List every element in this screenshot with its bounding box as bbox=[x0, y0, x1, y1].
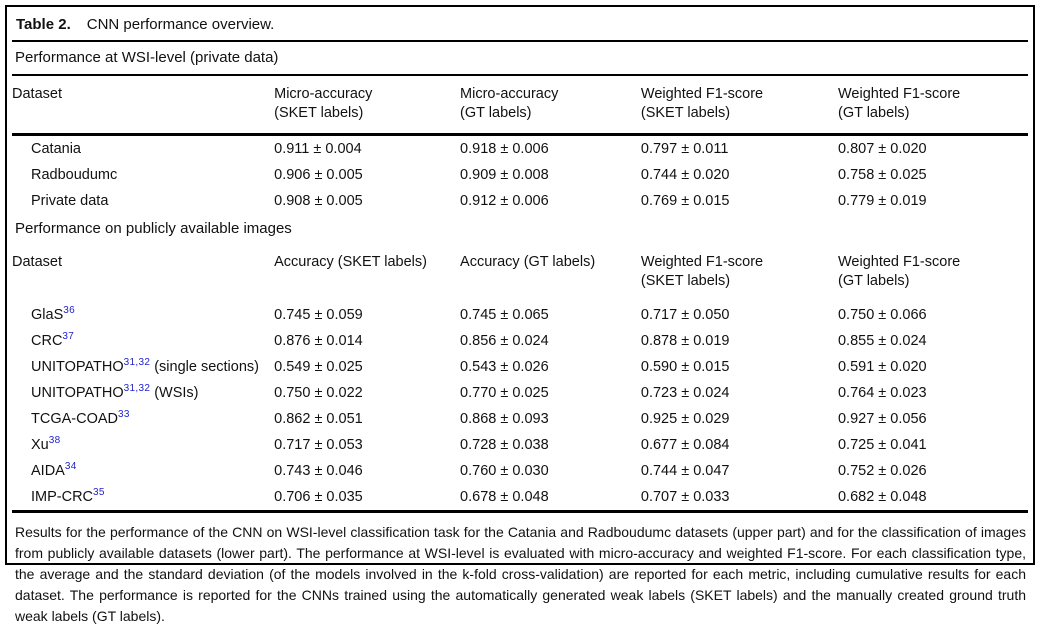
header-row-public: Dataset Accuracy (SKET labels) Accuracy … bbox=[12, 244, 1028, 301]
value-cell: 0.908 ± 0.005 bbox=[274, 193, 363, 210]
value-cell: 0.909 ± 0.008 bbox=[460, 167, 549, 184]
performance-table: Dataset Micro-accuracy (SKET labels) Micr… bbox=[12, 76, 1028, 513]
citation-link[interactable]: 36 bbox=[63, 304, 75, 316]
dataset-cell: GlaS36 bbox=[31, 304, 75, 323]
value-cell: 0.677 ± 0.084 bbox=[640, 436, 730, 453]
column-header: Weighted F1-score (GT labels) bbox=[837, 254, 961, 290]
table-row: UNITOPATHO31,32 (single sections) 0.549 … bbox=[12, 354, 1028, 380]
value-cell: 0.725 ± 0.041 bbox=[837, 436, 927, 453]
value-cell: 0.682 ± 0.048 bbox=[837, 488, 927, 505]
value-cell: 0.855 ± 0.024 bbox=[837, 332, 927, 349]
value-cell: 0.590 ± 0.015 bbox=[640, 358, 730, 375]
value-cell: 0.797 ± 0.011 bbox=[640, 141, 729, 158]
citation-link[interactable]: 38 bbox=[48, 434, 61, 446]
value-cell: 0.678 ± 0.048 bbox=[460, 488, 549, 505]
table-2-container: Table 2. CNN performance overview. Perfor… bbox=[5, 5, 1035, 624]
section-heading-private: Performance at WSI-level (private data) bbox=[12, 42, 1028, 76]
table-row: CRC37 0.876 ± 0.014 0.856 ± 0.024 0.878 … bbox=[12, 328, 1028, 354]
value-cell: 0.706 ± 0.035 bbox=[274, 488, 363, 505]
table-number: Table 2. bbox=[16, 16, 71, 33]
value-cell: 0.543 ± 0.026 bbox=[460, 358, 549, 375]
value-cell: 0.764 ± 0.023 bbox=[837, 384, 927, 401]
value-cell: 0.717 ± 0.050 bbox=[640, 306, 730, 323]
dataset-cell: Xu38 bbox=[31, 434, 61, 453]
dataset-cell: Radboudumc bbox=[31, 167, 118, 184]
value-cell: 0.744 ± 0.020 bbox=[640, 167, 730, 184]
column-header: Weighted F1-score (SKET labels) bbox=[640, 76, 838, 137]
value-cell: 0.862 ± 0.051 bbox=[274, 410, 363, 427]
value-cell: 0.868 ± 0.093 bbox=[460, 410, 549, 427]
header-row-private: Dataset Micro-accuracy (SKET labels) Micr… bbox=[12, 76, 1028, 137]
value-cell: 0.745 ± 0.059 bbox=[274, 306, 363, 323]
value-cell: 0.723 ± 0.024 bbox=[640, 384, 730, 401]
value-cell: 0.752 ± 0.026 bbox=[837, 462, 927, 479]
table-row: Catania 0.911 ± 0.004 0.918 ± 0.006 0.79… bbox=[12, 135, 1028, 163]
value-cell: 0.876 ± 0.014 bbox=[274, 332, 363, 349]
dataset-cell: IMP-CRC35 bbox=[31, 486, 105, 505]
citation-link[interactable]: 31,32 bbox=[123, 382, 151, 394]
value-cell: 0.856 ± 0.024 bbox=[460, 332, 549, 349]
value-cell: 0.745 ± 0.065 bbox=[460, 306, 549, 323]
value-cell: 0.918 ± 0.006 bbox=[460, 141, 549, 158]
value-cell: 0.927 ± 0.056 bbox=[837, 410, 927, 427]
value-cell: 0.779 ± 0.019 bbox=[837, 193, 927, 210]
value-cell: 0.878 ± 0.019 bbox=[640, 332, 730, 349]
table-footnote: Results for the performance of the CNN o… bbox=[15, 523, 1026, 624]
column-header: Weighted F1-score (GT labels) bbox=[837, 76, 1028, 137]
citation-link[interactable]: 31,32 bbox=[123, 356, 151, 368]
value-cell: 0.707 ± 0.033 bbox=[640, 488, 730, 505]
table-title: CNN performance overview. bbox=[86, 16, 275, 33]
dataset-cell: AIDA34 bbox=[31, 460, 77, 479]
column-header: Accuracy (GT labels) bbox=[460, 254, 596, 271]
column-header: Micro-accuracy (SKET labels) bbox=[274, 76, 461, 137]
dataset-cell: CRC37 bbox=[31, 330, 75, 349]
value-cell: 0.758 ± 0.025 bbox=[837, 167, 927, 184]
dataset-cell: UNITOPATHO31,32 (single sections) bbox=[31, 356, 259, 375]
citation-link[interactable]: 35 bbox=[93, 486, 105, 498]
column-header: Dataset bbox=[12, 76, 275, 137]
value-cell: 0.549 ± 0.025 bbox=[274, 358, 363, 375]
dataset-cell: Catania bbox=[31, 141, 81, 158]
value-cell: 0.744 ± 0.047 bbox=[640, 462, 730, 479]
citation-link[interactable]: 33 bbox=[118, 408, 130, 420]
dataset-cell: Private data bbox=[31, 193, 109, 210]
dataset-cell: UNITOPATHO31,32 (WSIs) bbox=[31, 382, 199, 401]
table-row: IMP-CRC35 0.706 ± 0.035 0.678 ± 0.048 0.… bbox=[12, 484, 1028, 512]
value-cell: 0.743 ± 0.046 bbox=[274, 462, 363, 479]
section-heading-row: Performance on publicly available images bbox=[12, 214, 1028, 244]
value-cell: 0.911 ± 0.004 bbox=[274, 141, 362, 158]
table-caption: Table 2. CNN performance overview. bbox=[12, 7, 1028, 42]
table-row: Private data 0.908 ± 0.005 0.912 ± 0.006… bbox=[12, 188, 1028, 214]
table-row: AIDA34 0.743 ± 0.046 0.760 ± 0.030 0.744… bbox=[12, 458, 1028, 484]
value-cell: 0.760 ± 0.030 bbox=[460, 462, 549, 479]
value-cell: 0.912 ± 0.006 bbox=[460, 193, 549, 210]
value-cell: 0.717 ± 0.053 bbox=[274, 436, 363, 453]
table-row: GlaS36 0.745 ± 0.059 0.745 ± 0.065 0.717… bbox=[12, 302, 1028, 328]
value-cell: 0.591 ± 0.020 bbox=[837, 358, 927, 375]
citation-link[interactable]: 34 bbox=[64, 460, 77, 472]
value-cell: 0.807 ± 0.020 bbox=[837, 141, 927, 158]
column-header: Accuracy (SKET labels) bbox=[274, 254, 427, 271]
value-cell: 0.769 ± 0.015 bbox=[640, 193, 730, 210]
dataset-cell: TCGA-COAD33 bbox=[31, 408, 130, 427]
value-cell: 0.925 ± 0.029 bbox=[640, 410, 730, 427]
column-header: Dataset bbox=[12, 254, 62, 271]
table-row: Radboudumc 0.906 ± 0.005 0.909 ± 0.008 0… bbox=[12, 162, 1028, 188]
section-heading-public: Performance on publicly available images bbox=[15, 220, 292, 238]
value-cell: 0.750 ± 0.066 bbox=[837, 306, 927, 323]
column-header: Micro-accuracy (GT labels) bbox=[460, 76, 641, 137]
value-cell: 0.728 ± 0.038 bbox=[460, 436, 549, 453]
table-row: Xu38 0.717 ± 0.053 0.728 ± 0.038 0.677 ±… bbox=[12, 432, 1028, 458]
value-cell: 0.906 ± 0.005 bbox=[274, 167, 363, 184]
value-cell: 0.750 ± 0.022 bbox=[274, 384, 363, 401]
table-row: UNITOPATHO31,32 (WSIs) 0.750 ± 0.022 0.7… bbox=[12, 380, 1028, 406]
table-row: TCGA-COAD33 0.862 ± 0.051 0.868 ± 0.093 … bbox=[12, 406, 1028, 432]
value-cell: 0.770 ± 0.025 bbox=[460, 384, 549, 401]
citation-link[interactable]: 37 bbox=[62, 330, 75, 342]
column-header: Weighted F1-score (SKET labels) bbox=[640, 254, 764, 290]
